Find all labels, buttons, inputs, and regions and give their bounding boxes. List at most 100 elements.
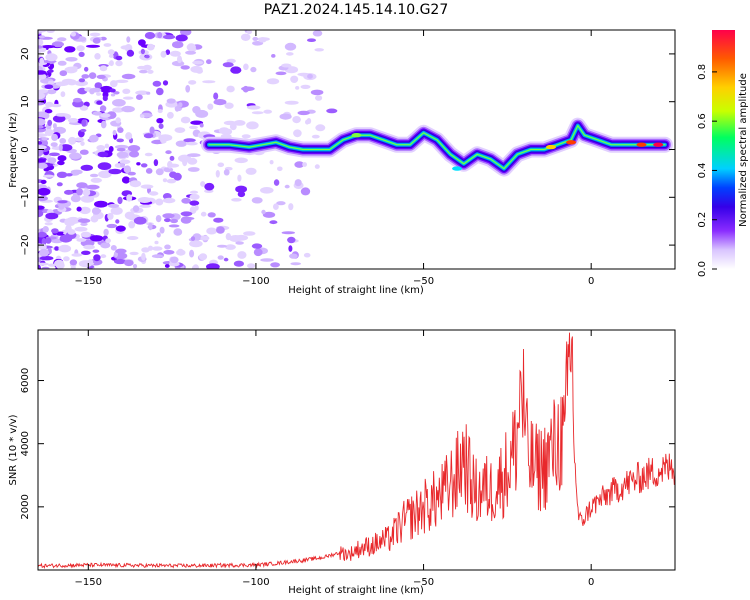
- speckle: [217, 244, 227, 248]
- speckle: [240, 33, 251, 41]
- speckle: [108, 146, 114, 153]
- speckle: [115, 60, 123, 67]
- speckle: [207, 103, 214, 110]
- speckle: [180, 211, 193, 217]
- snr-y-axis: 2000 4000 6000: [20, 368, 675, 520]
- speckle: [163, 250, 175, 255]
- speckle: [38, 92, 46, 100]
- speckle: [137, 197, 152, 203]
- speckle: [189, 200, 200, 206]
- speckle: [103, 228, 109, 236]
- spectrogram-y-axis: −20 −10 0 10 20: [20, 48, 675, 256]
- speckle: [292, 116, 301, 124]
- snr-y-label: SNR (10 * v/v): [8, 414, 19, 485]
- speckle: [81, 74, 90, 79]
- speckle: [144, 152, 153, 157]
- speckle: [52, 115, 66, 123]
- x-tick-label: −100: [242, 577, 269, 588]
- speckle: [213, 217, 224, 223]
- speckle: [38, 262, 49, 266]
- speckle: [312, 30, 323, 37]
- speckle: [44, 109, 53, 114]
- speckle: [145, 168, 153, 174]
- speckle: [236, 158, 244, 163]
- speckle: [70, 265, 76, 269]
- speckle: [284, 100, 299, 105]
- speckle: [270, 262, 280, 268]
- speckle: [109, 88, 116, 93]
- y-tick-label: 4000: [20, 431, 31, 456]
- speckle: [154, 240, 159, 245]
- speckle: [80, 209, 87, 214]
- speckle: [281, 63, 292, 68]
- speckle: [38, 30, 47, 33]
- speckle: [63, 256, 70, 262]
- colorbar-tick-label: 0.4: [697, 162, 708, 178]
- speckle: [41, 45, 56, 49]
- speckle: [173, 228, 183, 236]
- speckle: [251, 197, 263, 204]
- speckle: [57, 155, 67, 162]
- speckle: [74, 226, 88, 232]
- speckle: [102, 95, 108, 102]
- speckle: [115, 225, 126, 232]
- speckle: [92, 37, 101, 44]
- x-tick-label: −150: [75, 577, 102, 588]
- speckle: [182, 158, 188, 167]
- speckle: [80, 231, 91, 238]
- speckle: [38, 133, 48, 138]
- speckle: [119, 159, 131, 165]
- speckle: [307, 38, 316, 42]
- speckle: [204, 182, 215, 191]
- speckle: [233, 260, 244, 267]
- speckle: [155, 198, 164, 206]
- speckle: [47, 69, 54, 73]
- speckle: [129, 150, 140, 158]
- speckle: [66, 221, 75, 226]
- speckle: [136, 94, 143, 100]
- speckle: [99, 65, 108, 72]
- speckle: [68, 136, 77, 145]
- speckle: [108, 54, 114, 58]
- y-tick-label: 0: [20, 146, 31, 152]
- speckle: [314, 164, 320, 169]
- speckle: [70, 194, 81, 203]
- speckle: [38, 35, 46, 39]
- speckle: [38, 264, 41, 269]
- speckle: [74, 80, 88, 87]
- speckle: [218, 127, 230, 135]
- speckle: [251, 243, 263, 249]
- speckle: [73, 97, 82, 103]
- speckle: [56, 171, 68, 178]
- speckle: [58, 204, 65, 210]
- speckle: [80, 164, 94, 171]
- speckle: [225, 244, 236, 250]
- speckle: [237, 174, 242, 182]
- ridge-band: [208, 125, 666, 170]
- speckle: [104, 143, 110, 149]
- speckle: [42, 174, 55, 178]
- speckle: [38, 231, 47, 238]
- speckle: [284, 184, 290, 189]
- speckle: [110, 93, 116, 97]
- speckle: [96, 145, 106, 151]
- speckle: [243, 63, 249, 71]
- speckle: [122, 96, 134, 100]
- speckle: [153, 159, 159, 167]
- speckle: [115, 248, 127, 254]
- speckle: [178, 102, 183, 108]
- speckle: [117, 196, 123, 205]
- speckle: [217, 255, 224, 260]
- speckle: [200, 181, 206, 187]
- speckle: [100, 254, 107, 259]
- x-tick-label: 0: [588, 577, 594, 588]
- speckle: [189, 125, 198, 130]
- speckle: [48, 152, 60, 157]
- speckle: [300, 187, 311, 196]
- speckle: [129, 251, 139, 256]
- snr-frame: [37, 329, 676, 571]
- speckle: [300, 73, 306, 77]
- speckle: [97, 151, 109, 158]
